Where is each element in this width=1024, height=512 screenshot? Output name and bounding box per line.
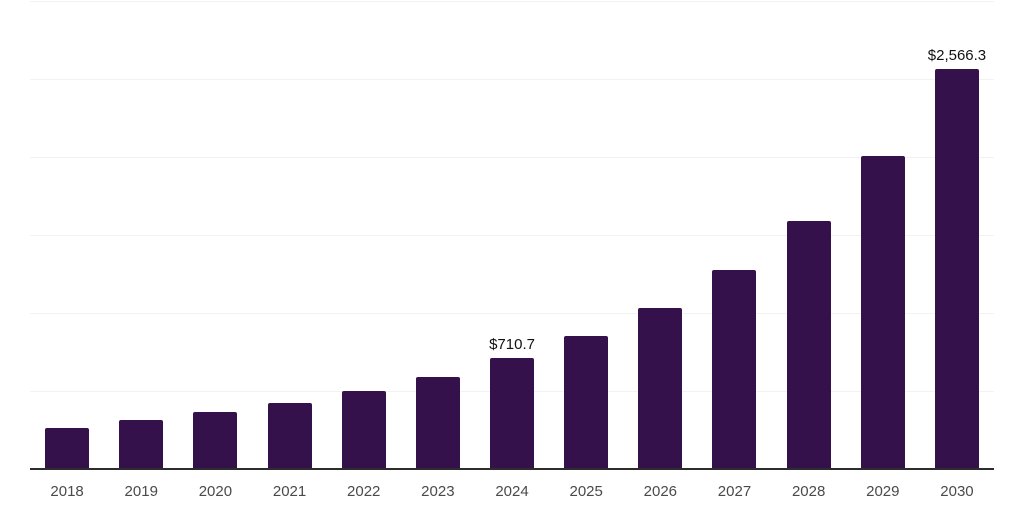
bar-group-2027: [697, 1, 771, 469]
bar-2024: [490, 358, 535, 469]
bar-2020: [193, 412, 238, 469]
bar-2029: [860, 156, 905, 469]
x-tick-label-2019: 2019: [124, 483, 158, 500]
x-tick-label-2028: 2028: [791, 483, 826, 500]
x-axis-labels: 2018 2019 2020 2021 2022 2023 2024 2025 2026 2027…: [30, 483, 994, 500]
x-tick-label-2024: 2024: [495, 483, 529, 500]
bar-2027: [712, 270, 757, 469]
x-tick-label-2025: 2025: [569, 483, 603, 500]
bars-container: $710.7 $2,566.3: [30, 1, 994, 469]
bar-group-2028: [772, 1, 846, 469]
bar-group-2021: [252, 1, 326, 469]
gridline-2000: [30, 157, 994, 158]
gridline-2500: [30, 79, 994, 80]
x-tick-label-2026: 2026: [643, 483, 678, 500]
x-tick-label-2018: 2018: [50, 483, 84, 500]
x-tick-label-2029: 2029: [866, 483, 900, 500]
bar-group-2030: $2,566.3: [920, 1, 994, 469]
x-tick-label-2022: 2022: [347, 483, 381, 500]
bar-2023: [415, 377, 460, 469]
bar-group-2024: $710.7: [475, 1, 549, 469]
gridline-3000: [30, 1, 994, 2]
bar-2028: [786, 221, 831, 469]
bar-group-2020: [178, 1, 252, 469]
plot-area: $710.7 $2,566.3: [30, 1, 994, 469]
x-axis-line: [30, 468, 994, 470]
bar-group-2026: [623, 1, 697, 469]
gridline-1500: [30, 235, 994, 236]
x-tick-label-2021: 2021: [272, 483, 307, 500]
bar-value-label-2024: $710.7: [489, 336, 535, 354]
bar-group-2029: [846, 1, 920, 469]
x-tick-label-2030: 2030: [940, 483, 974, 500]
bar-2030: [934, 68, 979, 469]
bar-group-2023: [401, 1, 475, 469]
bar-2018: [45, 427, 90, 469]
bar-2019: [119, 420, 164, 469]
bar-2021: [267, 403, 312, 469]
x-tick-label-2023: 2023: [421, 483, 455, 500]
bar-group-2022: [327, 1, 401, 469]
bar-2026: [638, 308, 683, 469]
x-tick-label-2027: 2027: [717, 483, 752, 500]
x-tick-label-2020: 2020: [198, 483, 233, 500]
bar-group-2019: [104, 1, 178, 469]
bar-group-2025: [549, 1, 623, 469]
bar-2022: [341, 391, 386, 469]
bar-value-label-2030: $2,566.3: [927, 46, 987, 64]
bar-group-2018: [30, 1, 104, 469]
gridline-1000: [30, 313, 994, 314]
bar-2025: [564, 336, 609, 469]
